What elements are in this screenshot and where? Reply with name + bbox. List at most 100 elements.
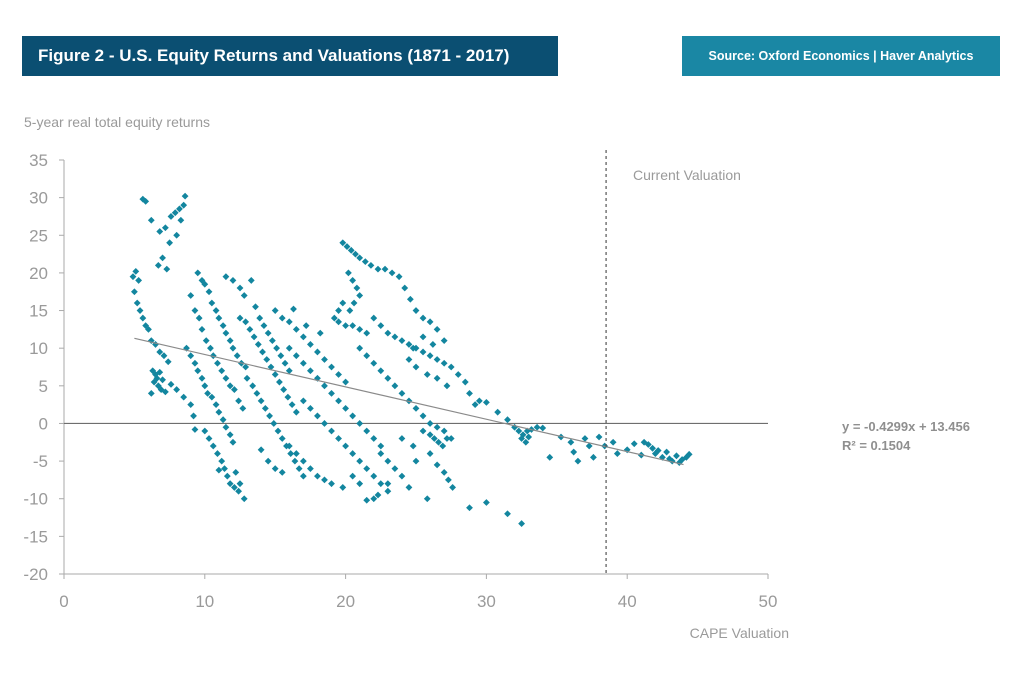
scatter-point <box>292 450 300 457</box>
scatter-point <box>567 438 575 446</box>
scatter-point <box>214 450 221 457</box>
scatter-point <box>247 277 255 284</box>
scatter-point <box>574 457 582 465</box>
scatter-point <box>363 352 371 360</box>
scatter-point <box>321 356 328 363</box>
scatter-point <box>466 389 473 397</box>
scatter-point <box>328 389 335 397</box>
scatter-point <box>570 448 578 456</box>
scatter-point <box>419 427 427 435</box>
scatter-point <box>136 307 144 314</box>
scatter-point <box>361 258 369 266</box>
scatter-point <box>440 337 448 345</box>
scatter-point <box>187 292 195 299</box>
scatter-point <box>239 405 247 412</box>
scatter-point <box>377 480 385 488</box>
scatter-point <box>401 284 409 292</box>
scatter-point <box>454 371 462 378</box>
chart-title: Figure 2 - U.S. Equity Returns and Valua… <box>22 36 558 76</box>
scatter-point <box>261 405 269 412</box>
scatter-point <box>240 292 248 299</box>
scatter-point <box>429 341 437 348</box>
scatter-point <box>685 450 693 458</box>
y-tick-label: 30 <box>29 189 48 208</box>
scatter-point <box>518 520 525 527</box>
scatter-point <box>412 405 420 412</box>
scatter-point <box>353 284 361 292</box>
scatter-point <box>391 382 399 390</box>
scatter-point <box>177 216 185 224</box>
scatter-point <box>398 472 406 480</box>
scatter-point <box>222 329 230 337</box>
scatter-point <box>412 457 420 465</box>
scatter-point <box>302 322 310 329</box>
scatter-point <box>212 401 220 409</box>
x-axis-label: CAPE Valuation <box>690 625 789 641</box>
scatter-point <box>285 442 293 450</box>
scatter-point <box>271 307 279 314</box>
scatter-point <box>443 382 451 390</box>
scatter-point <box>254 341 262 348</box>
scatter-point <box>267 363 275 371</box>
scatter-point <box>377 450 385 457</box>
scatter-point <box>235 487 242 495</box>
scatter-point <box>230 386 238 393</box>
scatter-point <box>288 401 296 409</box>
scatter-point <box>266 412 273 420</box>
scatter-point <box>339 484 347 491</box>
y-tick-label: 20 <box>29 264 48 283</box>
scatter-point <box>281 359 289 367</box>
scatter-point <box>214 359 221 367</box>
scatter-point <box>440 359 448 367</box>
scatter-point <box>384 374 392 382</box>
scatter-point <box>198 325 206 333</box>
scatter-point <box>678 456 686 463</box>
y-tick-label: 35 <box>29 151 48 170</box>
y-tick-label: 0 <box>39 414 48 433</box>
scatter-point <box>223 472 231 480</box>
scatter-point <box>504 510 511 518</box>
scatter-point <box>284 393 292 401</box>
scatter-point <box>430 435 438 442</box>
scatter-point <box>433 461 441 469</box>
scatter-point <box>299 457 307 465</box>
scatter-point <box>208 299 216 307</box>
scatter-point <box>595 433 603 441</box>
scatter-point <box>609 438 617 446</box>
scatter-point <box>539 424 547 432</box>
scatter-point <box>447 435 455 442</box>
scatter-point <box>215 408 223 416</box>
scatter-point <box>156 368 164 376</box>
scatter-point <box>426 420 434 427</box>
scatter-point <box>219 416 227 424</box>
scatter-point <box>194 367 202 375</box>
scatter-point <box>447 363 455 371</box>
scatter-point <box>518 435 525 442</box>
scatter-point <box>249 382 257 390</box>
scatter-point <box>321 420 328 427</box>
scatter-point <box>299 359 307 367</box>
scatter-point <box>159 376 166 384</box>
scatter-point <box>173 386 181 393</box>
scatter-point <box>218 457 226 465</box>
scatter-point <box>287 450 295 457</box>
scatter-point <box>654 447 662 454</box>
scatter-point <box>433 374 441 382</box>
scatter-point <box>356 325 364 333</box>
scatter-point <box>374 491 382 499</box>
scatter-point <box>433 356 441 363</box>
y-tick-label: -10 <box>23 490 48 509</box>
scatter-point <box>163 265 171 273</box>
scatter-point <box>471 401 479 409</box>
scatter-point <box>277 352 285 360</box>
y-tick-label: 15 <box>29 302 48 321</box>
scatter-point <box>363 496 371 504</box>
scatter-point <box>299 397 307 405</box>
scatter-point <box>682 453 690 461</box>
scatter-point <box>384 480 392 488</box>
scatter-point <box>236 314 244 322</box>
scatter-point <box>256 314 264 322</box>
x-tick-label: 20 <box>336 592 355 611</box>
scatter-point <box>349 450 357 457</box>
scatter-point <box>219 322 227 329</box>
